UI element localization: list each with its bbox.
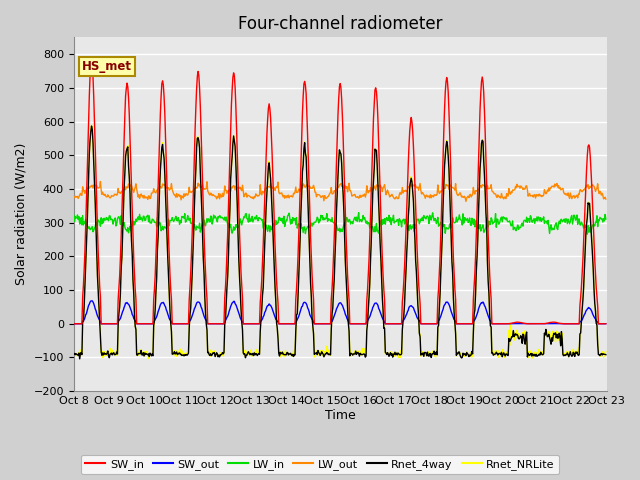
X-axis label: Time: Time (324, 409, 356, 422)
Line: SW_in: SW_in (74, 61, 606, 324)
LW_in (216, 213, 224, 219)
Rnet_4way (190, 229, 198, 235)
LW_in (134, 214, 142, 220)
Rnet_4way (76, 356, 84, 362)
LW_out (189, 189, 196, 194)
SW_in (602, 321, 610, 327)
LW_out (602, 196, 610, 202)
SW_in (405, 143, 413, 149)
Rnet_4way (80, 304, 88, 310)
Rnet_4way (70, 351, 77, 357)
Rnet_NRLite (135, 352, 143, 358)
Line: LW_out: LW_out (74, 181, 606, 202)
Line: SW_out: SW_out (74, 301, 606, 324)
LW_in (405, 228, 413, 233)
SW_in (217, 321, 225, 327)
Rnet_NRLite (218, 351, 226, 357)
LW_out (79, 188, 87, 194)
SW_out (70, 321, 77, 327)
SW_in (70, 321, 77, 327)
SW_out (420, 321, 428, 327)
Title: Four-channel radiometer: Four-channel radiometer (238, 15, 442, 33)
SW_in (189, 206, 196, 212)
Rnet_4way (406, 184, 413, 190)
LW_out (217, 194, 225, 200)
Rnet_NRLite (145, 356, 152, 361)
Rnet_4way (602, 352, 610, 358)
LW_out (97, 179, 104, 184)
LW_out (420, 192, 428, 198)
LW_out (135, 192, 143, 198)
Legend: SW_in, SW_out, LW_in, LW_out, Rnet_4way, Rnet_NRLite: SW_in, SW_out, LW_in, LW_out, Rnet_4way,… (81, 455, 559, 474)
LW_in (420, 214, 428, 219)
SW_out (135, 321, 143, 327)
Rnet_4way (136, 351, 143, 357)
LW_in (355, 210, 362, 216)
LW_in (79, 222, 87, 228)
LW_in (70, 212, 77, 217)
LW_in (602, 216, 610, 222)
SW_in (420, 321, 428, 327)
Rnet_NRLite (79, 317, 87, 323)
LW_in (584, 231, 591, 237)
SW_out (88, 298, 96, 304)
LW_out (70, 195, 77, 201)
SW_in (88, 58, 95, 64)
Rnet_NRLite (190, 230, 198, 236)
Line: LW_in: LW_in (74, 213, 606, 234)
Rnet_NRLite (70, 351, 77, 357)
SW_out (217, 321, 225, 327)
Rnet_NRLite (602, 348, 610, 354)
Rnet_4way (88, 123, 95, 129)
Rnet_4way (421, 349, 429, 355)
Rnet_NRLite (406, 184, 413, 190)
LW_out (405, 184, 413, 190)
Y-axis label: Solar radiation (W/m2): Solar radiation (W/m2) (15, 143, 28, 286)
Rnet_NRLite (421, 351, 429, 357)
LW_in (188, 220, 196, 226)
SW_out (189, 311, 196, 316)
SW_out (602, 321, 610, 327)
Line: Rnet_NRLite: Rnet_NRLite (74, 125, 606, 359)
Text: HS_met: HS_met (82, 60, 132, 73)
SW_in (135, 321, 143, 327)
LW_out (462, 199, 470, 204)
Rnet_NRLite (88, 122, 95, 128)
SW_in (79, 283, 87, 288)
Line: Rnet_4way: Rnet_4way (74, 126, 606, 359)
Rnet_4way (218, 351, 226, 357)
SW_out (79, 318, 87, 324)
SW_out (405, 304, 413, 310)
